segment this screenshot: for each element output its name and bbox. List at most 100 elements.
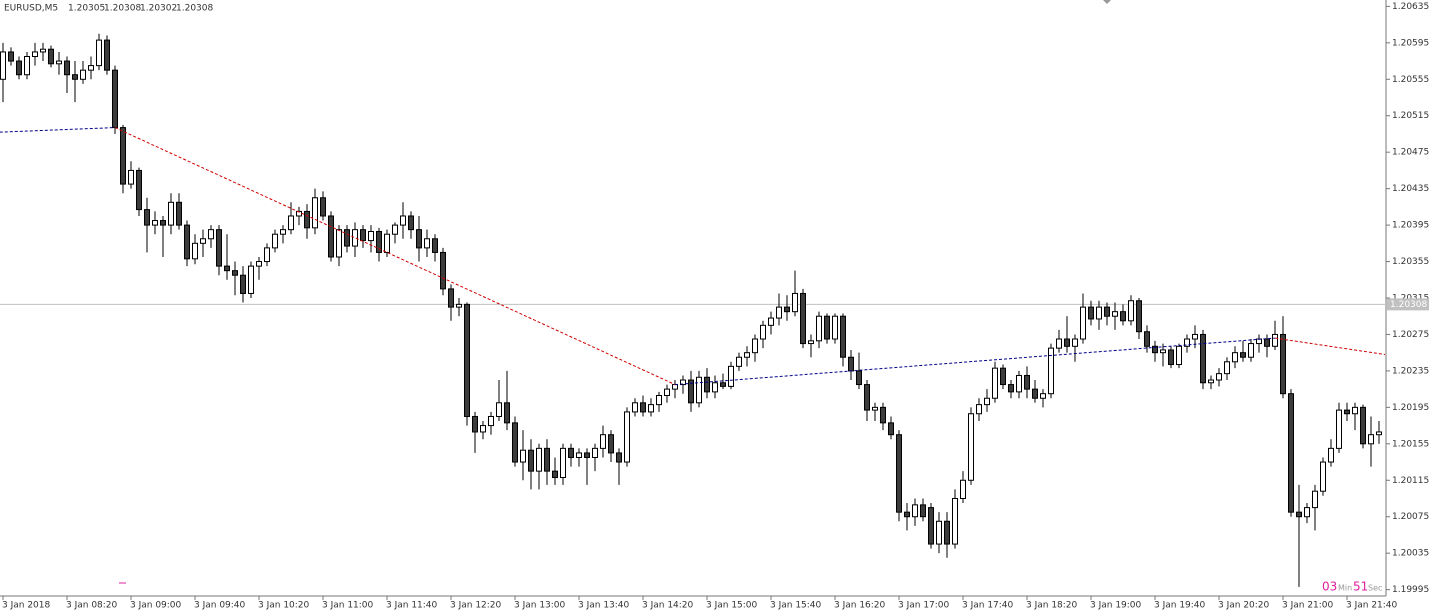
candle-body xyxy=(648,404,654,413)
x-tick-label: 3 Jan 2018 xyxy=(2,601,50,611)
candle-body xyxy=(624,411,630,463)
candle-body xyxy=(48,48,54,65)
candle-body xyxy=(160,220,166,226)
candle-body xyxy=(616,452,622,463)
candle-body xyxy=(696,376,702,404)
candle-body xyxy=(184,224,190,260)
x-tick-label: 3 Jan 13:40 xyxy=(578,601,630,611)
quote: 1.20308 xyxy=(104,4,141,14)
candle-body xyxy=(1328,447,1334,463)
candle-body xyxy=(1304,507,1310,518)
candle-body xyxy=(896,434,902,513)
candle-body xyxy=(1280,333,1286,395)
candle-body xyxy=(1376,431,1382,436)
candle-body xyxy=(1168,349,1174,366)
candle-body xyxy=(448,288,454,308)
candle-body xyxy=(1176,345,1182,366)
candle-body xyxy=(472,415,478,433)
candle-body xyxy=(1360,406,1366,445)
candle-body xyxy=(56,60,62,65)
candle-body xyxy=(1152,345,1158,354)
candle-body xyxy=(176,201,182,226)
candle-body xyxy=(1240,352,1246,358)
countdown-minutes: 03 xyxy=(1322,580,1337,594)
x-tick-label: 3 Jan 19:40 xyxy=(1154,601,1206,611)
candle-body xyxy=(1272,333,1278,347)
candle-body xyxy=(536,447,542,472)
candle-body xyxy=(952,497,958,545)
candle-body xyxy=(1048,347,1054,395)
candle-body xyxy=(392,224,398,235)
quote: 1.20305 xyxy=(68,4,105,14)
candle-body xyxy=(832,315,838,340)
candle-body xyxy=(1096,306,1102,320)
candle-body xyxy=(1112,311,1118,317)
candle-body xyxy=(0,51,6,80)
candle-body xyxy=(640,402,646,413)
candle-body xyxy=(672,384,678,390)
candle-body xyxy=(1352,406,1358,415)
candle-body xyxy=(880,406,886,424)
candle-body xyxy=(1224,361,1230,375)
candle-body xyxy=(720,382,726,387)
candle-body xyxy=(272,233,278,249)
last-price-box xyxy=(1387,298,1429,311)
candle-body xyxy=(600,434,606,449)
candle-body xyxy=(1296,511,1302,518)
candle-body xyxy=(1344,409,1350,415)
candle-body xyxy=(936,520,942,545)
candle-body xyxy=(1056,338,1062,349)
candle-body xyxy=(1128,300,1134,322)
candle-body xyxy=(1264,338,1270,347)
candle-body xyxy=(104,39,110,71)
candle-body xyxy=(224,265,230,272)
y-tick-label: 1.20595 xyxy=(1392,38,1429,48)
candle-body xyxy=(1000,367,1006,386)
candle-body xyxy=(280,229,286,235)
y-tick-label: 1.20475 xyxy=(1392,148,1429,158)
candle-body xyxy=(424,238,430,249)
candle-body xyxy=(1040,393,1046,399)
y-tick-label: 1.20635 xyxy=(1392,2,1429,12)
countdown-sec-label: Sec xyxy=(1368,584,1382,593)
x-tick-label: 3 Jan 09:40 xyxy=(194,601,246,611)
candle-body xyxy=(304,210,310,229)
candle-body xyxy=(800,292,806,345)
candle-body xyxy=(928,507,934,545)
candle-body xyxy=(1088,306,1094,320)
candle-body xyxy=(736,356,742,367)
y-tick-label: 1.20195 xyxy=(1392,403,1429,413)
candle-body xyxy=(968,413,974,481)
candle-body xyxy=(816,315,822,342)
candle-body xyxy=(24,56,30,76)
candle-body xyxy=(1232,352,1238,363)
candle-body xyxy=(288,215,294,231)
x-tick-label: 3 Jan 19:00 xyxy=(1090,601,1142,611)
candle-body xyxy=(840,315,846,358)
candle-body xyxy=(264,247,270,263)
candle-body xyxy=(544,447,550,472)
candle-body xyxy=(200,238,206,244)
candle-body xyxy=(96,39,102,67)
candle-body xyxy=(80,69,86,80)
candle-body xyxy=(208,229,214,240)
candle-body xyxy=(568,447,574,458)
x-tick-label: 3 Jan 21:40 xyxy=(1346,601,1398,611)
candle-body xyxy=(1216,373,1222,381)
candle-body xyxy=(464,303,470,417)
x-tick-label: 3 Jan 13:00 xyxy=(514,601,566,611)
candle-body xyxy=(328,215,334,258)
candle-body xyxy=(112,69,118,129)
candle-body xyxy=(240,274,246,294)
y-tick-label: 1.20515 xyxy=(1392,111,1429,121)
candle-body xyxy=(384,233,390,253)
candle-body xyxy=(1248,343,1254,358)
candle-body xyxy=(480,425,486,433)
countdown-seconds: 51 xyxy=(1353,580,1368,594)
candle-body xyxy=(1144,331,1150,347)
y-tick-label: 1.20035 xyxy=(1392,549,1429,559)
y-tick-label: 1.20435 xyxy=(1392,184,1429,194)
candle-body xyxy=(728,365,734,387)
trend-line xyxy=(0,127,116,133)
